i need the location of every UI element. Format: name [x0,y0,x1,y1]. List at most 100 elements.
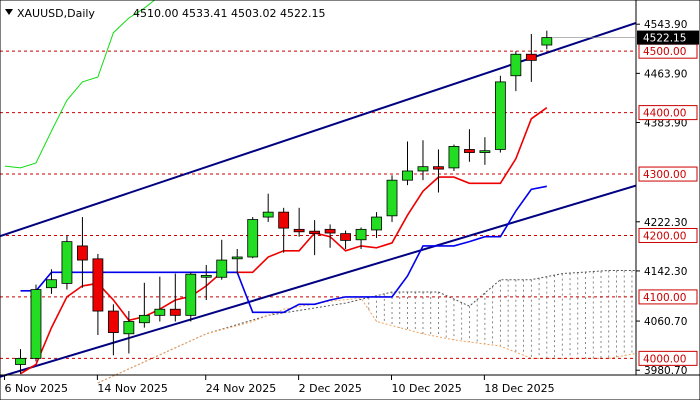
candle-body [402,170,413,181]
candle [92,253,104,336]
candle [30,284,42,362]
candle-body [510,53,522,77]
price-tick-label: 4142.30 [644,266,687,278]
candle [15,349,26,374]
candle-body [216,259,228,278]
level-tag-label: 4400.00 [643,108,686,120]
candle-body [464,149,475,153]
candle [324,224,336,248]
candle [216,239,228,280]
price-tick-label: 4463.90 [644,68,687,80]
candle-body [30,289,42,359]
candle-body [494,81,506,150]
candle-body [15,357,26,365]
time-tick-label: 14 Nov 2025 [97,382,167,395]
candle [46,269,57,294]
candle [77,217,88,288]
time-tick-label: 18 Dec 2025 [484,382,554,395]
candle-body [541,37,553,46]
candle [154,276,166,322]
level-tag-label: 4500.00 [643,46,686,58]
candle [123,311,135,354]
candle-body [107,310,119,333]
candle-body [138,314,150,324]
candle-body [200,275,212,278]
candle [107,304,119,356]
candle-body [371,216,382,231]
symbol-label: XAUUSD,Daily [17,7,95,20]
time-tick-label: 2 Dec 2025 [299,382,362,395]
candle [402,141,413,186]
blue-indicator-line [20,185,547,314]
level-tag-label: 4000.00 [643,353,686,365]
price-tick-label: 3980.70 [644,365,687,377]
candle [510,51,522,92]
cloud-top-line [97,270,636,384]
green-indicator-line [4,0,156,169]
level-tag-box [638,350,698,366]
candle [247,217,259,259]
level-tag-box [638,166,698,182]
horizontal-levels [0,50,636,359]
candle [525,33,537,82]
chart-header: XAUUSD,Daily 4510.00 4533.41 4503.02 452… [5,7,325,20]
candle-body [61,241,73,284]
price-tick-label: 4222.30 [644,217,687,229]
candle [479,137,491,165]
candle [386,175,398,222]
candle-body [293,228,305,233]
current-price: 4522.15 [552,30,699,45]
candle [278,207,290,253]
candle-body [169,308,181,316]
candle-body [92,258,104,312]
candle [309,220,321,256]
candle [185,272,197,322]
level-tag-box [638,105,698,121]
candle [231,248,243,274]
candle-body [278,211,290,229]
current-price-box [637,30,699,45]
candle [464,129,475,162]
candle-body [448,145,460,169]
ichimoku-cloud [97,270,637,384]
candle-body [247,219,259,258]
price-tick-label: 4060.70 [644,316,687,328]
indicator-lines [4,0,548,375]
cloud-bottom-line [97,297,637,384]
candle [293,207,305,237]
candles [15,30,553,374]
price-tick-labels: 4543.90 4463.90 4383.90 4222.30 4142.30 4060.… [636,19,687,377]
price-tick-label: 4383.90 [644,118,687,130]
candle-body [324,228,336,234]
ohlc-values: 4510.00 4533.41 4503.02 4522.15 [133,7,325,20]
time-tick-label: 10 Dec 2025 [392,382,462,395]
candle [169,273,181,322]
candle [138,282,150,328]
level-tag-label: 4200.00 [643,230,686,242]
level-tag-box [638,227,698,243]
channel-upper-line [0,21,637,238]
triangle-down-icon[interactable] [5,9,13,15]
candle-body [525,53,537,61]
candle-body [123,321,135,335]
candle [494,75,506,153]
candle-body [433,166,444,170]
candle-body [154,308,166,316]
candle-body [417,166,429,172]
candle-body [340,233,351,241]
candle [541,30,553,50]
candle-body [262,211,274,218]
candle [200,264,212,300]
time-tick-label: 24 Nov 2025 [206,382,276,395]
candle [448,144,460,171]
candle [417,140,429,181]
candle-body [309,230,321,235]
level-tag-box [638,289,698,305]
candle [433,149,444,193]
candle-body [231,256,243,260]
candle-body [386,179,398,217]
price-tick-label: 4543.90 [644,19,687,31]
time-tick-label: 6 Nov 2025 [5,382,68,395]
candle [340,230,351,249]
